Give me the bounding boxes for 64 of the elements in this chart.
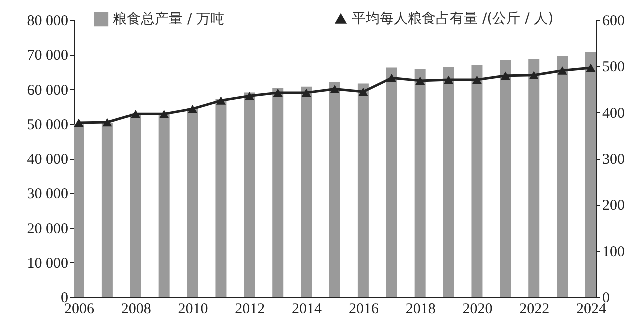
legend-label: 平均每人粮食占有量 /(公斤 / 人) <box>352 11 554 27</box>
bar <box>358 84 369 297</box>
bar <box>272 88 284 297</box>
bar <box>386 68 398 297</box>
point <box>131 110 141 118</box>
bar <box>330 82 340 297</box>
bar <box>586 52 596 297</box>
bar <box>244 92 256 297</box>
x-tick-label: 2018 <box>406 302 436 318</box>
point <box>472 76 482 84</box>
point <box>160 110 170 118</box>
bar <box>557 56 568 297</box>
x-tick-label: 2014 <box>292 302 323 318</box>
y2-tick-label: 100 <box>602 244 625 260</box>
bar <box>472 65 483 297</box>
y-tick-label: 70 000 <box>27 48 68 64</box>
point <box>74 118 84 128</box>
y2-tick-label: 400 <box>602 106 625 122</box>
bar <box>443 67 454 297</box>
y2-tick-label: 600 <box>602 14 625 30</box>
y2-tick-label: 200 <box>602 198 625 214</box>
y-tick-label: 40 000 <box>27 152 68 168</box>
point <box>302 88 312 98</box>
point <box>188 104 198 114</box>
bar <box>74 124 84 297</box>
y2-tick-label: 300 <box>602 152 625 168</box>
x-tick-label: 2006 <box>64 302 95 318</box>
point <box>529 71 539 80</box>
y2-tick-label: 500 <box>602 60 625 76</box>
point <box>586 64 596 72</box>
point <box>358 88 368 96</box>
legend-label: 粮食总产量 / 万吨 <box>113 12 225 28</box>
point <box>330 85 340 94</box>
point <box>558 66 568 75</box>
bar <box>301 86 312 297</box>
bar <box>102 123 113 297</box>
point <box>387 74 397 82</box>
bar <box>500 60 512 297</box>
x-tick-label: 2012 <box>235 302 266 318</box>
x-tick-label: 2016 <box>348 302 380 318</box>
point <box>500 72 510 80</box>
bar <box>216 99 227 297</box>
y-tick-label: 80 000 <box>27 14 68 30</box>
x-tick-label: 2008 <box>121 302 152 318</box>
x-tick-label: 2020 <box>462 302 493 318</box>
x-tick-label: 2024 <box>576 302 607 318</box>
y-tick-label: 20 000 <box>27 221 68 238</box>
point <box>244 92 254 100</box>
bar <box>414 69 426 297</box>
x-tick-label: 2010 <box>178 302 208 318</box>
point <box>416 76 426 86</box>
point <box>273 88 283 98</box>
point <box>444 76 454 84</box>
bar <box>187 108 198 297</box>
y-tick-label: 10 000 <box>27 256 68 272</box>
x-tick-label: 2022 <box>520 302 550 318</box>
point <box>102 118 112 127</box>
bar <box>158 113 170 297</box>
y-tick-label: 60 000 <box>27 82 68 99</box>
y-tick-label: 30 000 <box>27 186 68 203</box>
y-tick-label: 50 000 <box>27 117 68 134</box>
bar <box>130 114 142 297</box>
bar <box>528 59 540 297</box>
point <box>216 96 226 105</box>
